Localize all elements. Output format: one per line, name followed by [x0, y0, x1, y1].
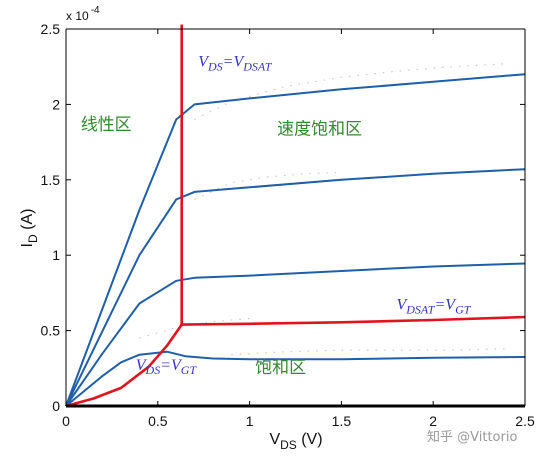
series-line-2 [65, 168, 526, 407]
x-tick-label: 0 [62, 413, 70, 429]
x-axis-label: VDS (V) [269, 431, 322, 452]
series-line-3 [65, 73, 526, 407]
linear-region: 线性区 [81, 115, 132, 135]
saturation-region: 饱和区 [255, 358, 306, 378]
x-tick-label: 1.5 [332, 413, 352, 429]
dotted-curves [139, 63, 507, 356]
x-tick-label: 1 [246, 413, 254, 429]
y-tick-label: 0 [52, 398, 60, 414]
vds-vgt-label: VDS=VGT [136, 357, 198, 377]
y-exponent-label: x 10 -4 [66, 5, 100, 23]
x-tick-label: 0.5 [148, 413, 168, 429]
y-tick-label: 2.5 [41, 21, 61, 37]
red-line-vdsat-vgt [181, 315, 526, 326]
series-line-0 [65, 350, 526, 407]
axes [65, 28, 526, 408]
velocity-saturation-region: 速度饱和区 [277, 120, 362, 140]
y-tick-label: 0.5 [41, 323, 61, 339]
dotted-curve-1 [194, 63, 507, 121]
y-tick-label: 2 [52, 96, 60, 112]
series-layer [65, 73, 526, 407]
x-tick-label: 2 [429, 413, 437, 429]
x-tick-label: 2.5 [515, 413, 535, 429]
y-tick-label: 1 [52, 247, 60, 263]
series-line-1 [65, 262, 526, 407]
dotted-curve-3 [231, 348, 507, 356]
ticks: 0 0.5 1 1.5 2 2.5 0 0.5 1 1.5 2 2.5 x 10 -4 VDS (V) ID … [19, 5, 535, 452]
vdsat-vgt-label: VDSAT=VGT [396, 296, 471, 316]
watermark: 知乎 @Vittorio [427, 429, 517, 445]
dotted-curve-0 [194, 171, 342, 200]
y-tick-label: 1.5 [41, 172, 61, 188]
dotted-curve-2 [139, 317, 250, 339]
red-line-vds-vgt [65, 323, 183, 408]
red-lines [65, 24, 526, 408]
vds-vdsat-label: VDS=VDSAT [198, 54, 273, 74]
y-axis-label: ID (A) [19, 209, 40, 248]
